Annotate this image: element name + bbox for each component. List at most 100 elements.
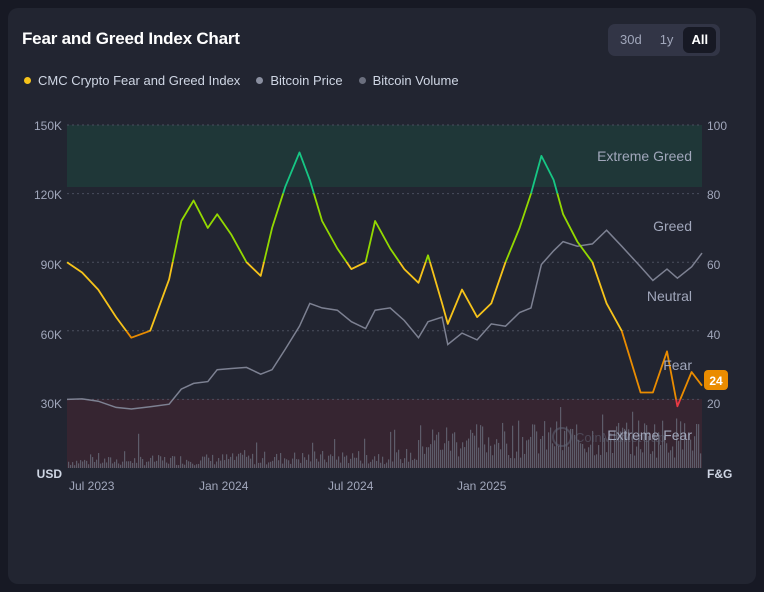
watermark-logo-icon xyxy=(552,427,572,447)
volume-bar xyxy=(94,461,96,468)
volume-bar xyxy=(440,449,442,468)
volume-bar xyxy=(112,463,114,468)
volume-bar xyxy=(294,452,296,468)
volume-bar xyxy=(254,464,256,468)
legend-dot-bitcoin-volume xyxy=(358,77,366,84)
volume-bar xyxy=(396,452,398,468)
volume-bar xyxy=(438,432,440,468)
range-1y-button[interactable]: 1y xyxy=(659,32,674,47)
volume-bar xyxy=(566,426,568,468)
volume-bar xyxy=(560,407,562,468)
volume-bar xyxy=(314,451,316,468)
volume-bar xyxy=(370,461,372,468)
volume-bar xyxy=(346,455,348,468)
volume-bar xyxy=(256,442,258,468)
volume-bar xyxy=(388,459,390,468)
volume-bar xyxy=(524,453,526,468)
legend-fear-greed[interactable]: CMC Crypto Fear and Greed Index xyxy=(24,73,240,88)
volume-bar xyxy=(470,429,472,468)
volume-bar xyxy=(490,445,492,468)
volume-bar xyxy=(522,436,524,468)
volume-bar xyxy=(450,450,452,468)
volume-bar xyxy=(236,456,238,468)
volume-bar xyxy=(98,453,100,468)
volume-bar xyxy=(570,428,572,468)
volume-bar xyxy=(656,457,658,468)
volume-bar xyxy=(594,455,596,468)
volume-bar xyxy=(442,449,444,468)
zone-label-extreme-greed: Extreme Greed xyxy=(597,148,692,164)
volume-bar xyxy=(382,456,384,468)
volume-bar xyxy=(512,425,514,468)
volume-bar xyxy=(264,451,266,468)
volume-bar xyxy=(476,424,478,468)
volume-bar xyxy=(342,452,344,468)
volume-bar xyxy=(498,442,500,468)
volume-bar xyxy=(662,420,664,468)
x-tick: Jul 2024 xyxy=(328,479,374,493)
volume-bar xyxy=(140,456,142,468)
volume-bar xyxy=(494,444,496,468)
volume-bar xyxy=(694,436,696,468)
volume-bar xyxy=(134,458,136,468)
zone-label-greed: Greed xyxy=(653,218,692,234)
range-all-button[interactable]: All xyxy=(683,27,717,53)
volume-bar xyxy=(616,426,618,468)
y-right-unit: F&G xyxy=(707,467,732,481)
volume-bar xyxy=(622,427,624,468)
volume-bar xyxy=(658,432,660,468)
volume-bar xyxy=(638,420,640,468)
volume-bar xyxy=(288,460,290,468)
volume-bar xyxy=(340,462,342,468)
volume-bar xyxy=(86,460,88,468)
volume-bar xyxy=(688,433,690,468)
fear-greed-line xyxy=(66,151,703,408)
volume-bar xyxy=(394,429,396,468)
volume-bar xyxy=(374,456,376,468)
volume-bar xyxy=(654,424,656,468)
volume-bar xyxy=(628,429,630,468)
volume-bar xyxy=(584,448,586,468)
volume-bar xyxy=(652,451,654,468)
volume-bar xyxy=(642,452,644,468)
volume-bar xyxy=(130,461,132,468)
volume-bar xyxy=(458,456,460,468)
current-value-text: 24 xyxy=(709,374,723,388)
volume-bar xyxy=(332,456,334,468)
volume-bar xyxy=(220,460,222,468)
volume-bar xyxy=(82,461,84,468)
volume-bar xyxy=(536,431,538,468)
volume-bar xyxy=(418,440,420,468)
y-left-tick: 120K xyxy=(34,188,62,202)
volume-bar xyxy=(318,461,320,468)
range-30d-button[interactable]: 30d xyxy=(620,32,642,47)
legend-label-bitcoin-price: Bitcoin Price xyxy=(270,73,343,88)
volume-bar xyxy=(278,460,280,468)
y-right-tick: 40 xyxy=(707,328,721,342)
volume-bar xyxy=(148,461,150,468)
volume-bar xyxy=(390,431,392,468)
volume-bar xyxy=(592,430,594,468)
volume-bar xyxy=(274,456,276,468)
volume-bar xyxy=(308,454,310,468)
volume-bar xyxy=(170,457,172,468)
volume-bar xyxy=(208,457,210,468)
chart-card xyxy=(8,8,756,584)
zone-label-neutral: Neutral xyxy=(647,288,692,304)
volume-bar xyxy=(604,438,606,468)
volume-bar xyxy=(526,440,528,468)
volume-bar xyxy=(240,452,242,468)
legend-bitcoin-price[interactable]: Bitcoin Price xyxy=(256,73,343,88)
volume-bar xyxy=(70,464,72,468)
volume-bar xyxy=(692,450,694,468)
volume-bar xyxy=(234,459,236,468)
legend-bitcoin-volume[interactable]: Bitcoin Volume xyxy=(358,73,459,88)
volume-bar xyxy=(444,443,446,468)
volume-bar xyxy=(74,465,76,468)
volume-bar xyxy=(184,464,186,468)
volume-bar xyxy=(276,453,278,468)
legend-label-bitcoin-volume: Bitcoin Volume xyxy=(372,73,459,88)
volume-bar xyxy=(224,460,226,468)
volume-bar xyxy=(480,425,482,468)
volume-bar xyxy=(298,459,300,468)
